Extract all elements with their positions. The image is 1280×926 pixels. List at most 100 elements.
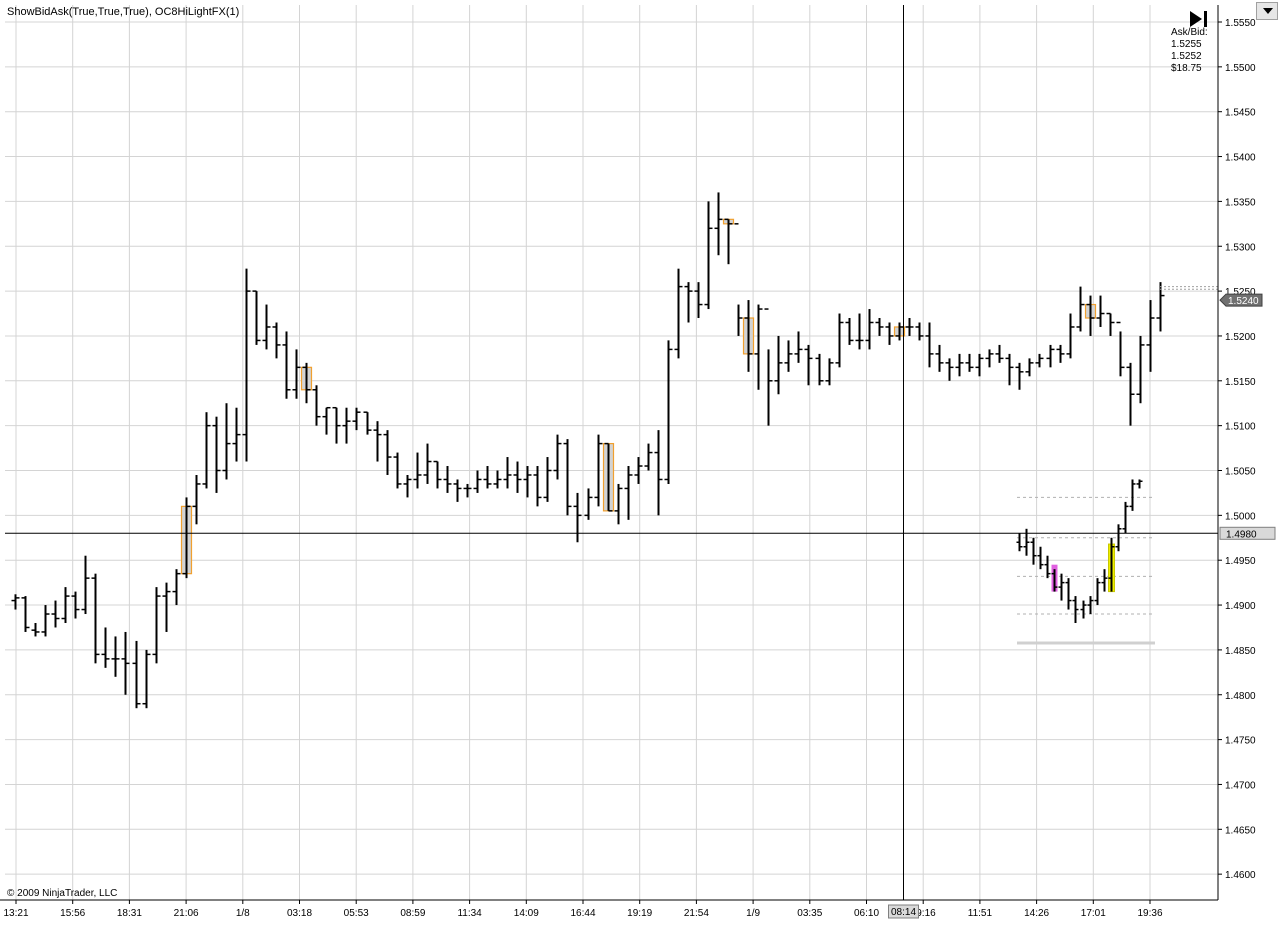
ohlc-bar: [604, 442, 613, 512]
ohlc-bar: [292, 349, 301, 399]
inset-ohlc-bar: [1044, 555, 1051, 579]
inset-ohlc-bar: [1072, 596, 1079, 623]
ohlc-bar: [1116, 321, 1125, 377]
ohlc-bar: [1086, 295, 1095, 336]
ohlc-bar: [61, 587, 70, 623]
inset-ohlc-bar: [1108, 537, 1115, 592]
ohlc-bar: [1056, 344, 1065, 363]
y-tick-label: 1.4750: [1225, 736, 1256, 747]
x-tick-label: 1/9: [746, 908, 760, 919]
ohlc-bar: [31, 622, 40, 637]
x-tick-label: 19:19: [627, 908, 652, 919]
ohlc-bar: [302, 362, 311, 404]
ohlc-bar: [905, 318, 914, 336]
ohlc-bar: [433, 460, 442, 489]
bid-value: 1.5252: [1171, 51, 1202, 62]
ohlc-bar: [835, 313, 844, 368]
ohlc-bar: [101, 627, 110, 668]
ohlc-bar: [845, 318, 854, 345]
y-tick-label: 1.5350: [1225, 197, 1256, 208]
ohlc-bar: [694, 282, 703, 319]
ohlc-bar: [784, 340, 793, 372]
ohlc-bar: [1025, 358, 1034, 377]
x-tick-label: 13:21: [3, 908, 28, 919]
crosshair-price-label: 1.4980: [1219, 526, 1276, 540]
x-tick-label: 15:56: [60, 908, 85, 919]
ohlc-bar: [513, 461, 522, 493]
crosshair-time-text: 08:14: [891, 907, 916, 918]
ohlc-bar: [252, 290, 261, 345]
inset-ohlc-bar: [1030, 537, 1037, 565]
chevron-down-icon[interactable]: [1256, 2, 1278, 20]
x-tick-label: 1/8: [236, 908, 250, 919]
crosshair: [5, 5, 1218, 900]
ohlc-bar: [212, 416, 221, 493]
ohlc-bar: [1035, 353, 1044, 368]
ohlc-bar: [403, 474, 412, 498]
y-tick-label: 1.4700: [1225, 780, 1256, 791]
inset-ohlc-bar: [1016, 533, 1023, 552]
ohlc-bar: [594, 434, 603, 507]
inset-ohlc-bar: [1080, 600, 1087, 619]
ohlc-bar: [473, 470, 482, 493]
ohlc-bar: [955, 353, 964, 377]
ohlc-bar: [142, 649, 151, 709]
ohlc-bar: [282, 331, 291, 399]
last-price-text: 1.5240: [1228, 296, 1259, 307]
ohlc-bar: [734, 223, 743, 336]
inset-ohlc-bar: [1051, 569, 1058, 592]
ohlc-bar: [1136, 335, 1145, 404]
ohlc-bar: [724, 218, 733, 265]
ohlc-bar: [975, 353, 984, 377]
ohlc-bar: [865, 309, 874, 350]
ohlc-bar: [352, 407, 361, 431]
ohlc-bar: [1146, 300, 1155, 372]
x-tick-label: 14:09: [514, 908, 539, 919]
y-tick-label: 1.4900: [1225, 601, 1256, 612]
play-to-end-icon[interactable]: [1188, 8, 1210, 30]
ohlc-bar: [182, 497, 191, 579]
crosshair-price-text: 1.4980: [1226, 529, 1257, 540]
ohlc-bar: [794, 331, 803, 363]
y-tick-label: 1.4950: [1225, 556, 1256, 567]
ohlc-bar: [855, 313, 864, 350]
inset-ohlc-bar: [1122, 501, 1129, 534]
ohlc-bar: [493, 470, 502, 489]
ohlc-bar: [192, 474, 201, 525]
ohlc-bar: [132, 640, 141, 709]
ohlc-bar: [985, 349, 994, 368]
inset-ohlc-bar: [1115, 524, 1122, 552]
inset-ohlc-bar: [1087, 596, 1094, 615]
y-tick-label: 1.5150: [1225, 377, 1256, 388]
y-tick-label: 1.5450: [1225, 108, 1256, 119]
ohlc-bar: [774, 335, 783, 395]
ohlc-bar: [242, 268, 251, 462]
ohlc-bar: [453, 479, 462, 502]
ohlc-bar: [152, 587, 161, 664]
y-tick-label: 1.5050: [1225, 467, 1256, 478]
ohlc-bar: [885, 322, 894, 345]
ohlc-bar: [764, 308, 773, 426]
inset-ohlc-bar: [1094, 578, 1101, 606]
ohlc-bar: [393, 452, 402, 489]
y-tick-label: 1.5000: [1225, 511, 1256, 522]
y-tick-label: 1.4650: [1225, 825, 1256, 836]
ohlc-bar: [533, 466, 542, 507]
x-tick-label: 17:01: [1081, 908, 1106, 919]
y-tick-label: 1.5250: [1225, 287, 1256, 298]
ohlc-bar: [272, 322, 281, 359]
ohlc-bar: [654, 430, 663, 516]
x-tick-label: 03:18: [287, 908, 312, 919]
x-tick-label: 08:59: [400, 908, 425, 919]
y-tick-label: 1.5400: [1225, 153, 1256, 164]
ohlc-bar: [202, 412, 211, 489]
ohlc-bar: [674, 268, 683, 359]
ohlc-bar: [1046, 344, 1055, 368]
ohlc-bar: [1126, 362, 1135, 426]
x-tick-label: 11:51: [968, 908, 993, 919]
y-tick-label: 1.5300: [1225, 242, 1256, 253]
ohlc-bar: [71, 591, 80, 619]
ohlc-bar: [1066, 313, 1075, 359]
crosshair-time-label: 08:14: [888, 904, 919, 919]
